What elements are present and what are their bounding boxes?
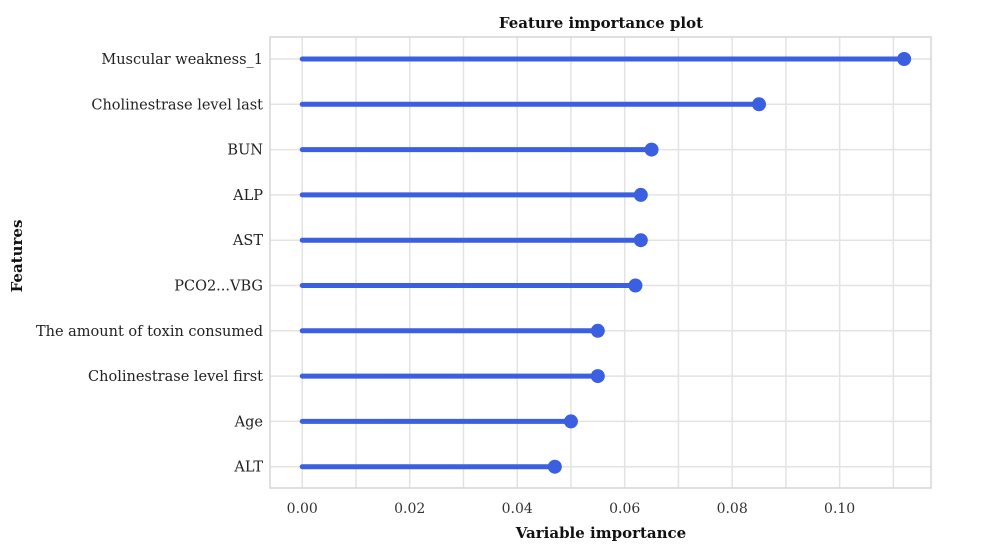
x-tick-label: 0.08 bbox=[717, 501, 748, 517]
category-label: ALT bbox=[233, 460, 263, 476]
category-label: The amount of toxin consumed bbox=[36, 324, 263, 340]
x-tick-label: 0.04 bbox=[502, 501, 533, 517]
x-tick-label: 0.02 bbox=[394, 501, 425, 517]
category-label: PCO2...VBG bbox=[174, 279, 263, 295]
lollipop-point bbox=[590, 323, 605, 338]
category-labels: Muscular weakness_1 Cholinestrase level l… bbox=[36, 52, 263, 476]
lollipop-point bbox=[897, 52, 912, 66]
lollipop-point bbox=[563, 414, 578, 429]
x-tick-labels: 0.00 0.02 0.04 0.06 0.08 0.10 bbox=[287, 501, 856, 517]
category-label: Age bbox=[234, 414, 263, 430]
category-label: Cholinestrase level last bbox=[91, 97, 263, 113]
category-label: ALP bbox=[232, 188, 263, 204]
lollipop-point bbox=[644, 142, 659, 157]
category-label: BUN bbox=[227, 143, 263, 159]
category-label: Cholinestrase level first bbox=[88, 369, 263, 385]
chart-title: Feature importance plot bbox=[499, 14, 703, 32]
x-axis-title: Variable importance bbox=[515, 524, 686, 542]
plot-frame bbox=[269, 36, 932, 489]
lollipop-point bbox=[628, 278, 643, 293]
category-label: AST bbox=[232, 233, 263, 249]
lollipop-marks bbox=[299, 52, 912, 474]
x-tick-label: 0.06 bbox=[609, 501, 640, 517]
lollipop-point bbox=[752, 97, 767, 112]
lollipop-point bbox=[633, 187, 648, 202]
lollipop-point bbox=[590, 369, 605, 384]
x-tick-label: 0.00 bbox=[287, 501, 318, 517]
lollipop-point bbox=[633, 233, 648, 248]
lollipop-point bbox=[547, 459, 562, 474]
category-label: Muscular weakness_1 bbox=[101, 52, 263, 68]
x-tick-label: 0.10 bbox=[824, 501, 855, 517]
y-axis-title: Features bbox=[8, 220, 26, 293]
